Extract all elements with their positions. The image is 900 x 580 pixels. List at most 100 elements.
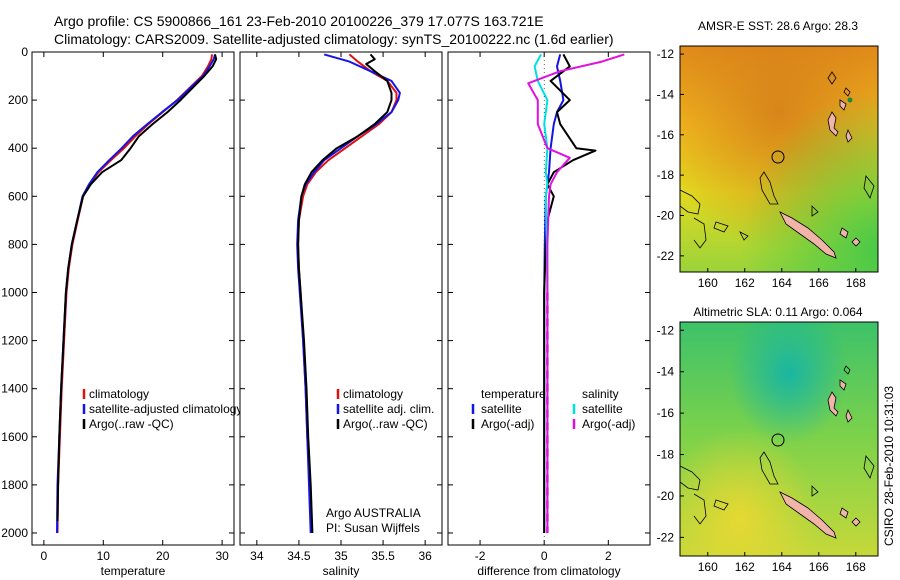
salinity-series-argo	[297, 53, 393, 534]
sla-map-title: Altimetric SLA: 0.11 Argo: 0.064	[693, 305, 863, 319]
sla-reef-chesterfield	[680, 465, 701, 491]
sst-reef-outline-north	[759, 171, 779, 205]
difference-legend-sal-label: satellite	[582, 402, 623, 416]
sst-reef-small	[739, 231, 749, 241]
sla-island-north	[839, 379, 847, 391]
sla-reef-east	[811, 485, 819, 497]
sst-lat-tick-label: -22	[657, 249, 675, 263]
sla-lat-tick-label: -20	[657, 489, 675, 503]
header-line-2: Climatology: CARS2009. Satellite-adjuste…	[54, 31, 614, 47]
sst-cool-patch	[680, 46, 878, 272]
sst-island-loyalty	[839, 227, 849, 239]
difference-x-axis-label: difference from climatology	[477, 564, 620, 578]
sla-reef-fiji-west	[863, 455, 875, 479]
sla-lon-tick-label: 166	[809, 560, 829, 574]
sst-island-torres	[843, 87, 851, 97]
sla-argo-location-marker	[771, 433, 785, 447]
sla-lat-tick-label: -14	[657, 365, 675, 379]
sla-reef-outline-north	[759, 451, 779, 485]
sla-map-axes: 160 162 164 166 168 -12 -14 -16 -18 -20 -22	[657, 323, 866, 574]
salinity-legend-label: Argo(..raw -QC)	[343, 417, 428, 431]
sst-reef-west	[693, 217, 707, 249]
sla-lon-tick-label: 164	[772, 560, 792, 574]
salinity-plot-frame	[239, 51, 443, 546]
sst-lat-tick-label: -14	[657, 87, 675, 101]
temperature-x-tick-label: 10	[97, 549, 111, 563]
depth-tick-label: 800	[8, 237, 28, 251]
depth-tick-label: 1000	[1, 285, 28, 299]
sla-island-loyalty	[839, 507, 849, 519]
temperature-legend-label: climatology	[89, 387, 149, 401]
sst-lon-tick-label: 160	[698, 276, 718, 290]
sst-lat-tick-label: -16	[657, 128, 675, 142]
difference-legend-temp-label: satellite	[481, 402, 522, 416]
sst-island-banks	[827, 71, 837, 85]
sst-reef-fiji-west	[863, 175, 875, 199]
depth-tick-label: 1800	[1, 478, 28, 492]
sla-lat-tick-label: -12	[657, 323, 675, 337]
sla-island-espiritu-santo	[827, 391, 839, 417]
difference-legend-temp-label: Argo(-adj)	[481, 417, 534, 431]
header-line-1: Argo profile: CS 5900866_161 23-Feb-2010…	[54, 13, 544, 29]
depth-tick-label: 600	[8, 189, 28, 203]
sst-lon-tick-label: 166	[809, 276, 829, 290]
sla-reef-west	[693, 493, 707, 525]
temperature-legend-label: Argo(..raw -QC)	[89, 417, 174, 431]
salinity-x-tick-label: 34.5	[287, 549, 311, 563]
temperature-x-tick-label: 0	[41, 549, 48, 563]
sst-lat-tick-label: -20	[657, 209, 675, 223]
temperature-x-axis-label: temperature	[101, 564, 166, 578]
sla-map: Altimetric SLA: 0.11 Argo: 0.064 160 162 1…	[657, 305, 879, 574]
sst-island-north	[839, 99, 847, 111]
depth-tick-label: 2000	[1, 526, 28, 540]
depth-tick-label: 1400	[1, 382, 28, 396]
sst-reef-chesterfield	[680, 189, 701, 215]
sst-lon-tick-label: 168	[846, 276, 866, 290]
difference-legend-sal-label: Argo(-adj)	[582, 417, 635, 431]
salinity-x-axis-label: salinity	[323, 564, 360, 578]
sst-argo-location-marker	[771, 150, 785, 164]
sst-lat-tick-label: -18	[657, 168, 675, 182]
sst-map-frame	[679, 45, 879, 273]
depth-tick-label: 400	[8, 141, 28, 155]
sla-lon-tick-label: 168	[846, 560, 866, 574]
difference-series-salinity-argo-adj-	[527, 53, 625, 533]
depth-tick-label: 1200	[1, 334, 28, 348]
sst-map: AMSR-E SST: 28.6 Argo: 28.3	[657, 19, 879, 290]
sla-lat-tick-label: -22	[657, 530, 675, 544]
difference-legend-salinity-title: salinity	[582, 387, 619, 401]
depth-tick-label: 200	[8, 93, 28, 107]
sla-island-malekula	[845, 408, 853, 423]
sst-island-lifou	[851, 237, 861, 247]
sla-island-lifou	[851, 517, 861, 527]
salinity-x-tick-label: 35.5	[371, 549, 395, 563]
sla-lon-tick-label: 160	[698, 560, 718, 574]
sla-island-new-caledonia	[779, 491, 837, 539]
temperature-plot-frame	[31, 51, 235, 546]
pi-label: PI: Susan Wijffels	[326, 521, 420, 535]
sst-reef-east	[811, 205, 819, 217]
salinity-legend-label: climatology	[343, 387, 403, 401]
depth-tick-label: 0	[21, 45, 28, 59]
salinity-legend-label: satellite adj. clim.	[343, 402, 434, 416]
temperature-legend-label: satellite-adjusted climatology	[89, 402, 242, 416]
sla-island-torres	[843, 365, 851, 375]
argo-org-label: Argo AUSTRALIA	[326, 506, 421, 520]
sla-lon-tick-label: 162	[735, 560, 755, 574]
difference-legend-temperature-title: temperature	[481, 387, 546, 401]
salinity-x-tick-label: 34	[250, 549, 264, 563]
salinity-x-tick-label: 36	[418, 549, 432, 563]
sla-low-patch	[680, 322, 878, 556]
sla-lat-tick-label: -18	[657, 448, 675, 462]
sst-reef-mid	[713, 221, 729, 233]
sst-lon-tick-label: 164	[772, 276, 792, 290]
sla-lat-tick-label: -16	[657, 406, 675, 420]
salinity-x-tick-label: 35	[334, 549, 348, 563]
sst-map-title: AMSR-E SST: 28.6 Argo: 28.3	[698, 19, 858, 33]
sst-island-espiritu-santo	[827, 111, 839, 137]
difference-x-tick-label: -2	[475, 549, 486, 563]
sst-island-malekula	[845, 128, 853, 143]
sst-lon-tick-label: 162	[735, 276, 755, 290]
